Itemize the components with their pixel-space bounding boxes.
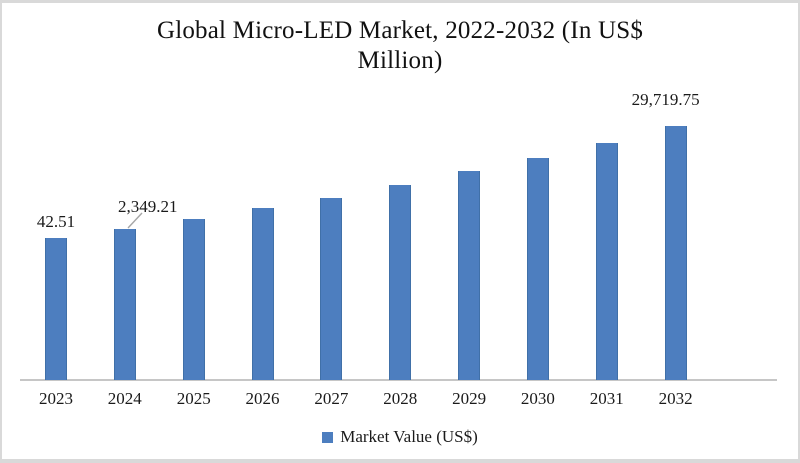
bar-2031 <box>595 143 618 380</box>
x-axis-label-2024: 2024 <box>107 389 142 408</box>
bar-2030 <box>526 158 549 380</box>
chart-title: Global Micro-LED Market, 2022-2032 (In U… <box>2 16 798 76</box>
bar-2029 <box>458 171 481 380</box>
bar-2024 <box>113 229 136 380</box>
x-axis-label-2030: 2030 <box>520 389 555 408</box>
chart-title-line-1: Global Micro-LED Market, 2022-2032 (In U… <box>156 17 644 44</box>
x-axis-label-2032: 2032 <box>658 389 693 408</box>
x-axis-label-2026: 2026 <box>245 389 280 408</box>
bar-2025 <box>182 219 205 380</box>
bar-2026 <box>251 208 274 380</box>
x-axis-label-2029: 2029 <box>452 389 487 408</box>
data-label-2023: 42.51 <box>36 212 76 231</box>
legend: Market Value (US$) <box>2 427 798 447</box>
data-label-2024: 2,349.21 <box>118 197 178 216</box>
chart-title-line-2: Million) <box>357 47 443 74</box>
chart-canvas: Global Micro-LED Market, 2022-2032 (In U… <box>2 3 798 459</box>
x-axis-label-2031: 2031 <box>589 389 624 408</box>
bar-2027 <box>320 198 343 380</box>
x-axis-label-2023: 2023 <box>39 389 73 408</box>
x-axis-label-2025: 2025 <box>176 389 211 408</box>
data-label-2032: 29,719.75 <box>631 90 700 109</box>
x-axis-label-2028: 2028 <box>383 389 418 408</box>
bar-2032 <box>664 126 687 380</box>
legend-label: Market Value (US$) <box>340 427 478 446</box>
bar-2028 <box>389 185 412 380</box>
x-axis-line <box>20 379 777 381</box>
x-axis-label-2027: 2027 <box>314 389 349 408</box>
bar-2023 <box>45 238 67 380</box>
legend-marker-icon <box>322 432 334 443</box>
